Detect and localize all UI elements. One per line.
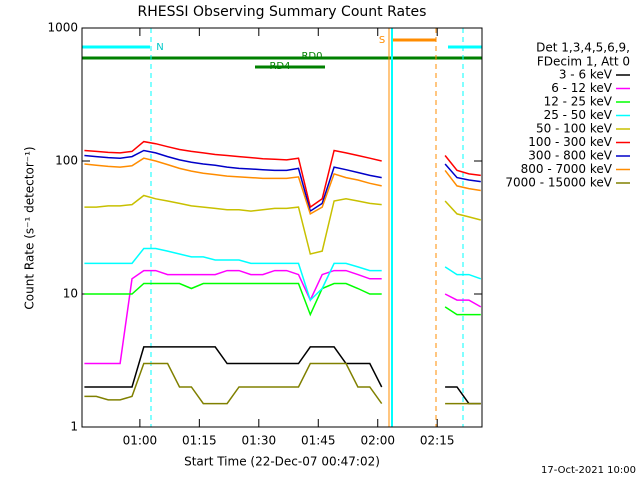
series-line — [444, 163, 481, 183]
legend-label: 25 - 50 keV — [544, 108, 613, 122]
x-tick-label: 02:00 — [360, 434, 395, 448]
y-tick-label: 1000 — [47, 21, 78, 35]
legend-label: 3 - 6 keV — [559, 68, 613, 82]
series-line — [444, 200, 481, 221]
legend-label: 6 - 12 keV — [551, 81, 613, 95]
footer: 17-Oct-2021 10:00 — [541, 465, 636, 476]
legend-label: 800 - 7000 keV — [521, 162, 613, 176]
series-line — [84, 140, 382, 209]
plot-frame — [81, 27, 483, 428]
legend-label: 100 - 300 keV — [528, 135, 612, 149]
x-axis-label: Start Time (22-Dec-07 00:47:02) — [184, 455, 380, 469]
y-tick-label: 10 — [63, 287, 78, 301]
y-axis-label: Count Rate (s⁻¹ detector⁻¹) — [23, 146, 37, 309]
series-line — [84, 282, 382, 317]
series-line — [84, 149, 382, 213]
annotation: RD0 — [301, 51, 322, 62]
legend-header: Det 1,3,4,5,6,9, — [536, 41, 630, 55]
series-line — [84, 247, 382, 302]
series-line — [444, 266, 482, 280]
y-tick-label: 100 — [55, 154, 78, 168]
series-line — [444, 155, 481, 177]
series-line — [84, 346, 383, 388]
x-tick-label: 01:15 — [182, 434, 217, 448]
series-line — [444, 169, 481, 192]
y-tick-label: 1 — [70, 420, 78, 434]
series-line — [84, 194, 382, 255]
legend-label: 300 - 800 keV — [528, 149, 612, 163]
series-line — [444, 306, 481, 316]
chart-title: RHESSI Observing Summary Count Rates — [138, 4, 427, 20]
legend-label: 12 - 25 keV — [544, 95, 613, 109]
x-tick-label: 01:30 — [242, 434, 277, 448]
x-tick-label: 02:15 — [420, 434, 455, 448]
legend-label: 50 - 100 keV — [536, 122, 613, 136]
series-line — [84, 157, 382, 216]
legend-label: 7000 - 15000 keV — [505, 176, 612, 190]
series-line — [444, 293, 482, 308]
annotation: RD4 — [269, 61, 290, 72]
annotation: S — [379, 35, 385, 46]
series-line — [84, 269, 382, 365]
annotation: N — [156, 42, 163, 53]
series-line — [84, 362, 383, 405]
legend-header: FDecim 1, Att 0 — [537, 55, 630, 69]
x-tick-label: 01:45 — [301, 434, 336, 448]
x-tick-label: 01:00 — [123, 434, 158, 448]
